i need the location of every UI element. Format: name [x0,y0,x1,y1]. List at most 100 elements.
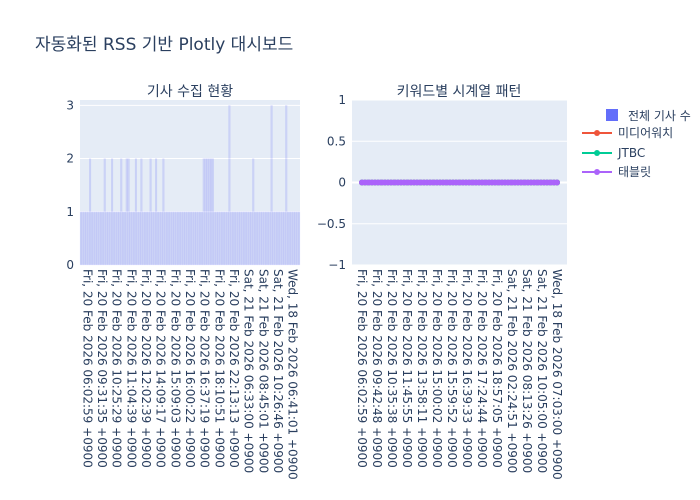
bar[interactable] [144,211,147,266]
bar[interactable] [166,211,169,266]
bar[interactable] [195,211,198,266]
bar[interactable] [283,211,286,266]
bar[interactable] [219,211,222,266]
bar[interactable] [169,211,172,266]
bar[interactable] [142,211,145,266]
bar[interactable] [276,211,279,266]
bar[interactable] [228,105,231,266]
bar[interactable] [153,211,156,266]
bar[interactable] [186,211,189,266]
legend-item-jtbc[interactable]: JTBC [582,146,645,160]
bar[interactable] [241,211,244,266]
bar[interactable] [133,211,136,266]
bar[interactable] [92,211,95,266]
bar[interactable] [232,211,235,266]
bar[interactable] [105,211,108,266]
bar[interactable] [158,211,161,266]
line-series[interactable] [359,179,560,186]
bar[interactable] [175,211,178,266]
bar[interactable] [109,211,112,266]
bar[interactable] [120,158,123,266]
bar[interactable] [116,211,119,266]
bar[interactable] [255,211,258,266]
bar[interactable] [265,211,268,266]
bar[interactable] [222,211,225,266]
bar[interactable] [81,211,84,266]
bar[interactable] [200,211,203,266]
bar[interactable] [160,211,163,266]
bar[interactable] [100,211,103,266]
bar[interactable] [281,211,284,266]
bar[interactable] [123,211,126,266]
bar[interactable] [184,211,187,266]
bar[interactable] [226,211,229,266]
bar[interactable] [155,158,158,266]
bar[interactable] [162,158,165,266]
bar[interactable] [122,211,125,266]
bar[interactable] [246,211,249,266]
bar[interactable] [156,211,159,266]
bar[interactable] [140,158,143,266]
bar[interactable] [252,158,255,266]
bar[interactable] [87,211,90,266]
bar[interactable] [127,158,130,266]
bar[interactable] [285,105,288,266]
legend[interactable]: 전체 기사 수 미디어워치 JTBC 태블릿 [582,109,691,179]
bar[interactable] [296,211,299,266]
bar[interactable] [206,158,209,266]
bar[interactable] [230,211,233,266]
line-series-태블릿[interactable] [359,179,560,186]
bar[interactable] [103,158,106,266]
bar[interactable] [248,211,251,266]
bar[interactable] [129,211,132,266]
bar[interactable] [204,158,207,266]
bar[interactable] [90,211,93,266]
bar[interactable] [259,211,262,266]
bar[interactable] [107,211,110,266]
bar[interactable] [277,211,280,266]
bar[interactable] [279,211,282,266]
bar[interactable] [193,211,196,266]
bar[interactable] [287,211,290,266]
bar[interactable] [85,211,88,266]
bar[interactable] [94,211,97,266]
bar[interactable] [213,211,216,266]
bar[interactable] [292,211,295,266]
bar[interactable] [254,211,257,266]
bar[interactable] [288,211,291,266]
bar[interactable] [147,211,150,266]
bar[interactable] [215,211,218,266]
bar[interactable] [164,211,167,266]
bar[interactable] [272,211,275,266]
bar[interactable] [266,211,269,266]
bar[interactable] [118,211,121,266]
bar[interactable] [217,211,220,266]
bar[interactable] [167,211,170,266]
bar[interactable] [208,158,211,266]
bar[interactable] [270,105,273,266]
bar[interactable] [188,211,191,266]
legend-item-total-articles[interactable]: 전체 기사 수 [606,109,691,123]
bar[interactable] [191,211,194,266]
bar[interactable] [136,211,139,266]
bar[interactable] [182,211,185,266]
bar[interactable] [274,211,277,266]
bar[interactable] [98,211,101,266]
bar[interactable] [145,211,148,266]
bar[interactable] [149,158,152,266]
bar[interactable] [111,158,114,266]
bar[interactable] [244,211,247,266]
bar[interactable] [189,211,192,266]
bar[interactable] [239,211,242,266]
bar[interactable] [268,211,271,266]
bar[interactable] [197,211,200,266]
bar[interactable] [257,211,260,266]
bar[interactable] [96,211,99,266]
bar[interactable] [173,211,176,266]
bar[interactable] [131,211,134,266]
legend-item-mediawatch[interactable]: 미디어워치 [582,126,673,140]
bar[interactable] [125,158,128,266]
bar[interactable] [221,211,224,266]
bar[interactable] [224,211,227,266]
bar[interactable] [177,211,180,266]
